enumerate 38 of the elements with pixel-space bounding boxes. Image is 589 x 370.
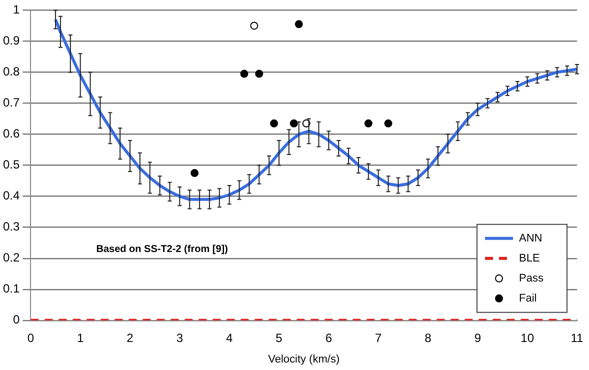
x-axis-title: Velocity (km/s) xyxy=(268,353,340,366)
y-tick-label: 0.5 xyxy=(2,158,20,172)
point xyxy=(384,119,392,128)
x-tick-label: 11 xyxy=(570,330,584,345)
x-tick-label: 10 xyxy=(520,330,534,345)
y-tick-label: 0.1 xyxy=(2,282,20,296)
x-tick-label: 9 xyxy=(474,330,482,345)
point xyxy=(290,119,298,128)
x-tick-label: 5 xyxy=(276,330,283,345)
x-tick-label: 3 xyxy=(176,330,184,345)
x-tick-label: 6 xyxy=(325,330,332,345)
y-tick-label: 0 xyxy=(12,312,20,327)
legend-label: Fail xyxy=(519,292,537,304)
x-tick-label: 7 xyxy=(374,330,382,345)
annotation: Based on SS-T2-2 (from [9]) xyxy=(96,244,228,256)
legend-label: Pass xyxy=(519,272,544,284)
legend-label: BLE xyxy=(519,252,540,264)
point xyxy=(190,169,199,178)
x-tick-label: 2 xyxy=(126,330,134,345)
y-tick-label: 0.7 xyxy=(2,96,20,110)
point xyxy=(250,22,258,30)
x-tick-label: 8 xyxy=(424,330,432,345)
y-tick-label: 0.8 xyxy=(2,64,20,79)
point xyxy=(255,70,264,78)
y-tick-label: 0.4 xyxy=(2,188,20,203)
point xyxy=(270,119,278,128)
point xyxy=(240,70,248,78)
y-tick-label: 1 xyxy=(12,2,20,17)
legend-label: ANN xyxy=(519,232,542,244)
y-tick-label: 0.2 xyxy=(2,250,20,265)
y-tick-label: 0.6 xyxy=(2,126,20,141)
y-tick-label: 0.3 xyxy=(2,220,20,234)
y-tick-label: 0.9 xyxy=(2,34,20,48)
x-tick-label: 4 xyxy=(226,330,233,345)
x-tick-label: 1 xyxy=(77,330,84,345)
x-tick-label: 0 xyxy=(27,330,34,345)
point xyxy=(294,20,303,28)
point xyxy=(364,119,372,128)
